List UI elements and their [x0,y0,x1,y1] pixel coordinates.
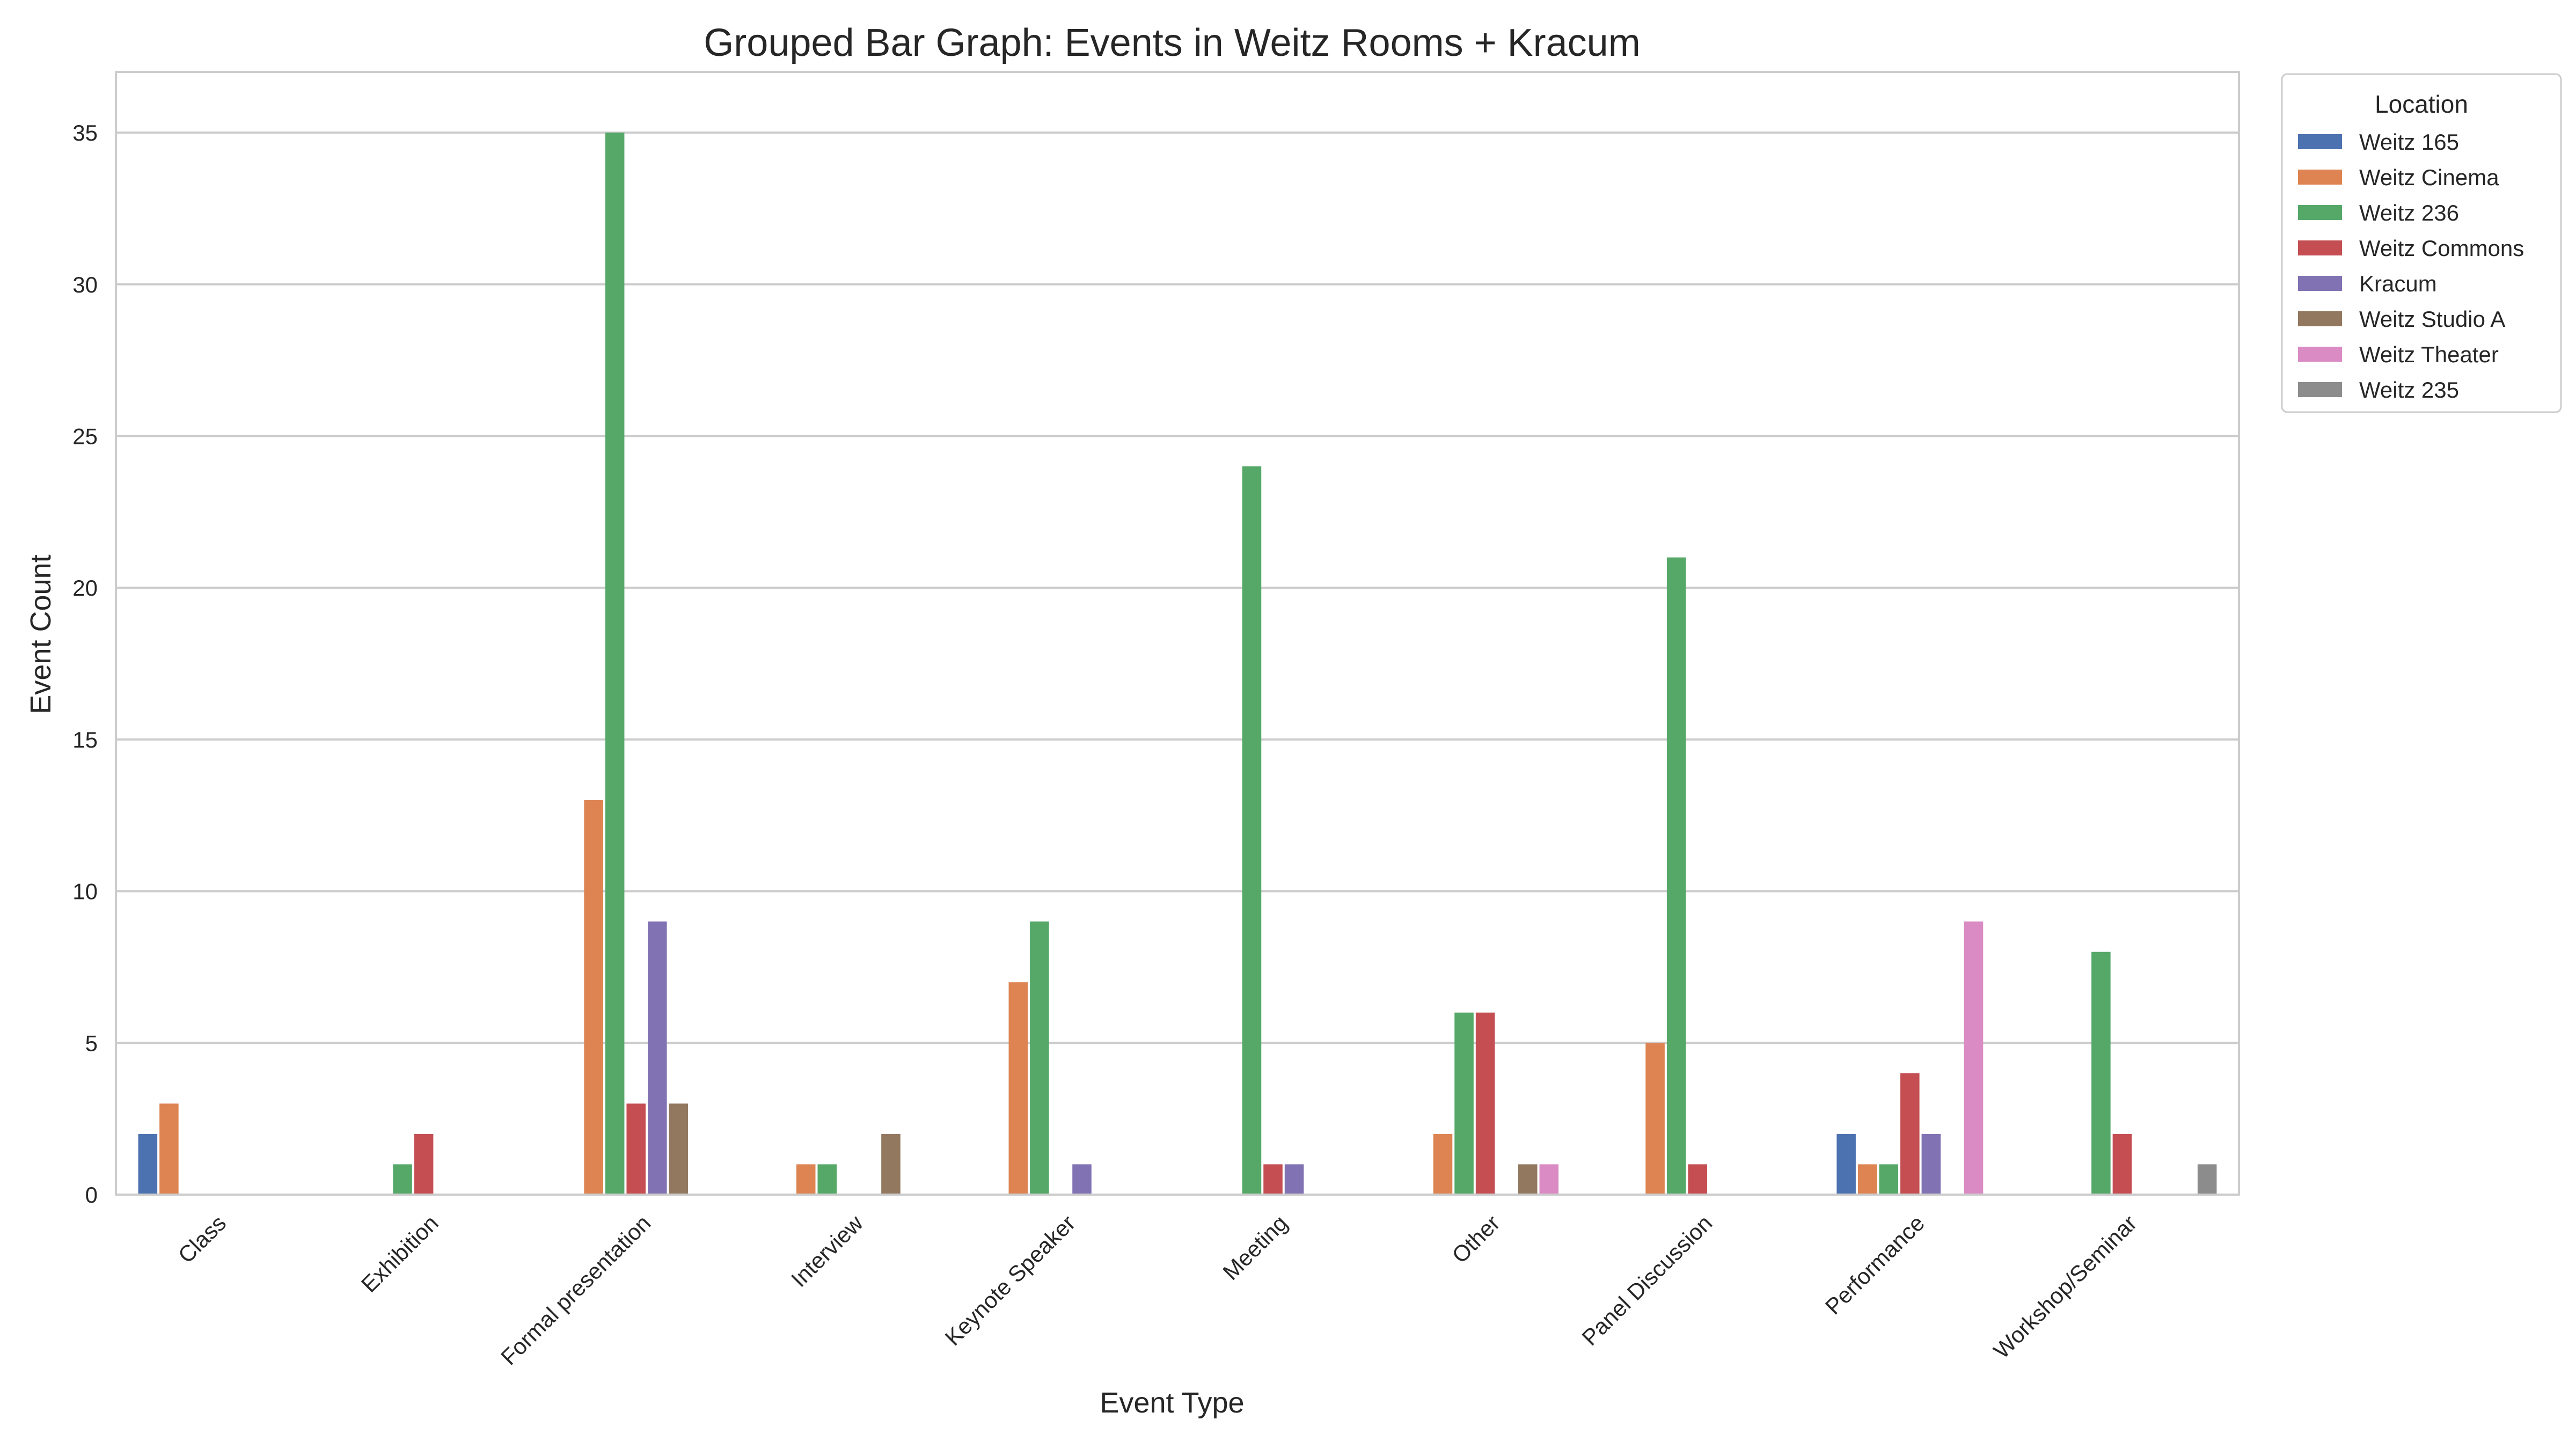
bar-performance-weitz-236 [1879,1164,1899,1195]
y-tick-label: 20 [72,575,98,601]
bar-interview-weitz-236 [817,1164,837,1195]
y-axis-label: Event Count [25,554,57,714]
x-tick-label: Exhibition [356,1210,443,1297]
legend-swatch [2298,170,2342,185]
x-tick-label: Panel Discussion [1577,1210,1717,1350]
y-tick-label: 15 [72,727,98,752]
bar-performance-weitz-theater [1964,921,1984,1195]
bar-formal-presentation-weitz-studio-a [669,1103,689,1195]
y-tick-label: 5 [85,1030,98,1056]
bar-meeting-kracum [1284,1164,1304,1195]
legend-items: Weitz 165 Weitz Cinema Weitz 236 Weitz Comm… [2298,129,2524,402]
bar-interview-weitz-studio-a [881,1133,901,1195]
bar-performance-weitz-165 [1836,1133,1856,1195]
bar-meeting-weitz-commons [1263,1164,1283,1195]
bar-performance-weitz-commons [1900,1073,1920,1195]
bar-formal-presentation-weitz-236 [605,133,625,1195]
bar-performance-weitz-cinema [1857,1164,1877,1195]
x-tick-label: Performance [1820,1210,1929,1319]
x-tick-label: Other [1447,1210,1505,1268]
x-tick-label: Keynote Speaker [940,1210,1080,1350]
legend-label: Kracum [2359,271,2437,296]
bar-meeting-weitz-236 [1242,466,1262,1195]
legend-label: Weitz Studio A [2359,306,2505,332]
x-tick-label: Workshop/Seminar [1988,1210,2141,1363]
x-axis-label: Event Type [1100,1387,1244,1419]
legend-swatch [2298,382,2342,397]
bar-keynote-speaker-weitz-cinema [1008,982,1028,1195]
y-tick-label: 0 [85,1182,98,1208]
legend-swatch [2298,205,2342,220]
legend-swatch [2298,276,2342,291]
x-tick-label: Meeting [1218,1210,1292,1285]
bar-exhibition-weitz-commons [414,1133,434,1195]
bar-keynote-speaker-kracum [1072,1164,1092,1195]
bar-other-weitz-236 [1454,1012,1474,1195]
legend-swatch [2298,311,2342,326]
bar-keynote-speaker-weitz-236 [1030,921,1049,1195]
bar-class-weitz-cinema [159,1103,179,1195]
bar-formal-presentation-weitz-commons [626,1103,646,1195]
legend-label: Weitz Commons [2359,236,2524,261]
bar-other-weitz-cinema [1433,1133,1453,1195]
y-tick-label: 35 [72,120,98,145]
legend-swatch [2298,240,2342,255]
bar-other-weitz-theater [1539,1164,1559,1195]
legend-box [2281,73,2562,413]
y-tick-labels: 0 5 10 15 20 25 30 35 [72,120,98,1208]
y-gridlines [116,131,2239,1196]
bar-class-weitz-165 [138,1133,158,1195]
plot-frame [115,71,2240,1196]
bar-workshop-seminar-weitz-235 [2197,1164,2217,1195]
bar-interview-weitz-cinema [796,1164,816,1195]
legend-label: Weitz 235 [2359,377,2459,402]
x-tick-label: Class [173,1210,231,1268]
x-tick-label: Interview [786,1210,868,1292]
y-tick-label: 10 [72,879,98,904]
legend-title: Location [2375,90,2468,118]
x-tick-label: Formal presentation [496,1210,655,1370]
bar-other-weitz-studio-a [1518,1164,1538,1195]
legend-label: Weitz Theater [2359,342,2499,367]
legend-label: Weitz Cinema [2359,165,2499,190]
bar-panel-discussion-weitz-cinema [1645,1043,1665,1195]
legend-label: Weitz 236 [2359,200,2459,225]
legend-label: Weitz 165 [2359,129,2459,155]
bar-other-weitz-commons [1475,1012,1495,1195]
bar-workshop-seminar-weitz-commons [2112,1133,2132,1195]
bar-panel-discussion-weitz-236 [1666,557,1686,1195]
bar-formal-presentation-kracum [648,921,667,1195]
bars [138,133,2217,1195]
y-tick-label: 25 [72,423,98,449]
bar-workshop-seminar-weitz-236 [2091,952,2111,1195]
bar-panel-discussion-weitz-commons [1688,1164,1707,1195]
bar-formal-presentation-weitz-cinema [584,800,603,1195]
y-tick-label: 30 [72,272,98,297]
bar-exhibition-weitz-236 [393,1164,412,1195]
bar-performance-kracum [1921,1133,1941,1195]
x-tick-labels: Class Exhibition Formal presentation Interv… [173,1210,2142,1370]
chart-title: Grouped Bar Graph: Events in Weitz Rooms… [704,21,1640,64]
legend-swatch [2298,134,2342,149]
legend-swatch [2298,347,2342,362]
